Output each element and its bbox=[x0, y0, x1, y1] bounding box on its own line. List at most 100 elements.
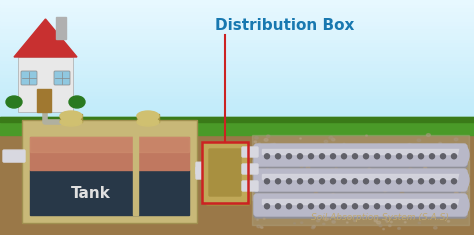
Bar bbox=[0, 126, 474, 129]
Circle shape bbox=[429, 179, 435, 184]
Ellipse shape bbox=[418, 222, 420, 224]
Circle shape bbox=[275, 154, 281, 159]
Ellipse shape bbox=[466, 190, 468, 192]
Ellipse shape bbox=[311, 227, 314, 229]
Circle shape bbox=[353, 179, 357, 184]
Polygon shape bbox=[14, 19, 77, 57]
Circle shape bbox=[452, 204, 456, 209]
Text: Soil Absorption System (S.A.S): Soil Absorption System (S.A.S) bbox=[311, 212, 449, 222]
Bar bbox=[0, 31, 474, 35]
Circle shape bbox=[364, 204, 368, 209]
Bar bbox=[262, 149, 459, 154]
FancyBboxPatch shape bbox=[54, 71, 70, 85]
Ellipse shape bbox=[379, 224, 382, 227]
Ellipse shape bbox=[455, 192, 458, 195]
Circle shape bbox=[408, 204, 412, 209]
Circle shape bbox=[353, 204, 357, 209]
Ellipse shape bbox=[331, 194, 335, 196]
Circle shape bbox=[440, 204, 446, 209]
Circle shape bbox=[264, 154, 270, 159]
Circle shape bbox=[298, 204, 302, 209]
Bar bbox=[0, 46, 474, 49]
Bar bbox=[30, 137, 189, 152]
Ellipse shape bbox=[320, 144, 323, 146]
Bar bbox=[0, 28, 474, 31]
Ellipse shape bbox=[404, 222, 406, 223]
Bar bbox=[0, 129, 474, 133]
Ellipse shape bbox=[455, 144, 457, 146]
Circle shape bbox=[298, 154, 302, 159]
Bar bbox=[37, 89, 51, 112]
Bar bbox=[0, 117, 474, 122]
Ellipse shape bbox=[461, 191, 465, 194]
Circle shape bbox=[353, 154, 357, 159]
Ellipse shape bbox=[266, 168, 268, 169]
Ellipse shape bbox=[383, 189, 387, 192]
Bar bbox=[0, 42, 474, 46]
FancyBboxPatch shape bbox=[254, 194, 467, 216]
Bar bbox=[0, 133, 474, 137]
Bar bbox=[0, 39, 474, 42]
Circle shape bbox=[385, 204, 391, 209]
Ellipse shape bbox=[332, 221, 336, 223]
Ellipse shape bbox=[426, 144, 428, 146]
Bar bbox=[0, 49, 474, 52]
FancyBboxPatch shape bbox=[242, 147, 258, 157]
Bar bbox=[30, 137, 189, 170]
Circle shape bbox=[319, 204, 325, 209]
Bar bbox=[0, 87, 474, 91]
Circle shape bbox=[385, 179, 391, 184]
Circle shape bbox=[419, 154, 423, 159]
Circle shape bbox=[264, 204, 270, 209]
Ellipse shape bbox=[383, 216, 386, 218]
Ellipse shape bbox=[343, 143, 345, 145]
Ellipse shape bbox=[329, 136, 333, 139]
Bar bbox=[0, 17, 474, 21]
Ellipse shape bbox=[332, 138, 335, 141]
Bar bbox=[0, 94, 474, 98]
Bar bbox=[0, 67, 474, 70]
Circle shape bbox=[374, 154, 380, 159]
Ellipse shape bbox=[254, 141, 256, 143]
Ellipse shape bbox=[257, 225, 260, 228]
Ellipse shape bbox=[439, 142, 442, 144]
Ellipse shape bbox=[389, 225, 391, 227]
Circle shape bbox=[309, 154, 313, 159]
Bar bbox=[0, 0, 474, 4]
Circle shape bbox=[429, 154, 435, 159]
Circle shape bbox=[330, 204, 336, 209]
Bar bbox=[0, 81, 474, 84]
Circle shape bbox=[341, 204, 346, 209]
Circle shape bbox=[275, 204, 281, 209]
Circle shape bbox=[309, 179, 313, 184]
Bar bbox=[0, 7, 474, 11]
Ellipse shape bbox=[324, 218, 328, 221]
Circle shape bbox=[286, 204, 292, 209]
Ellipse shape bbox=[409, 168, 412, 171]
Circle shape bbox=[319, 154, 325, 159]
Circle shape bbox=[264, 179, 270, 184]
Ellipse shape bbox=[434, 227, 437, 229]
Ellipse shape bbox=[348, 216, 352, 219]
Ellipse shape bbox=[335, 168, 337, 170]
Ellipse shape bbox=[306, 166, 310, 168]
Bar bbox=[0, 132, 474, 235]
Ellipse shape bbox=[137, 118, 159, 126]
Bar bbox=[0, 24, 474, 28]
Ellipse shape bbox=[312, 225, 315, 227]
Ellipse shape bbox=[258, 143, 261, 144]
Ellipse shape bbox=[454, 138, 458, 141]
Circle shape bbox=[364, 154, 368, 159]
Ellipse shape bbox=[314, 192, 318, 195]
Bar bbox=[133, 128, 138, 215]
Ellipse shape bbox=[266, 135, 270, 137]
Ellipse shape bbox=[354, 220, 356, 222]
Ellipse shape bbox=[301, 222, 303, 223]
Circle shape bbox=[330, 179, 336, 184]
Bar bbox=[0, 11, 474, 14]
Bar bbox=[0, 70, 474, 74]
Ellipse shape bbox=[417, 139, 421, 141]
Bar bbox=[0, 122, 474, 126]
Circle shape bbox=[396, 204, 401, 209]
Bar bbox=[0, 137, 474, 140]
